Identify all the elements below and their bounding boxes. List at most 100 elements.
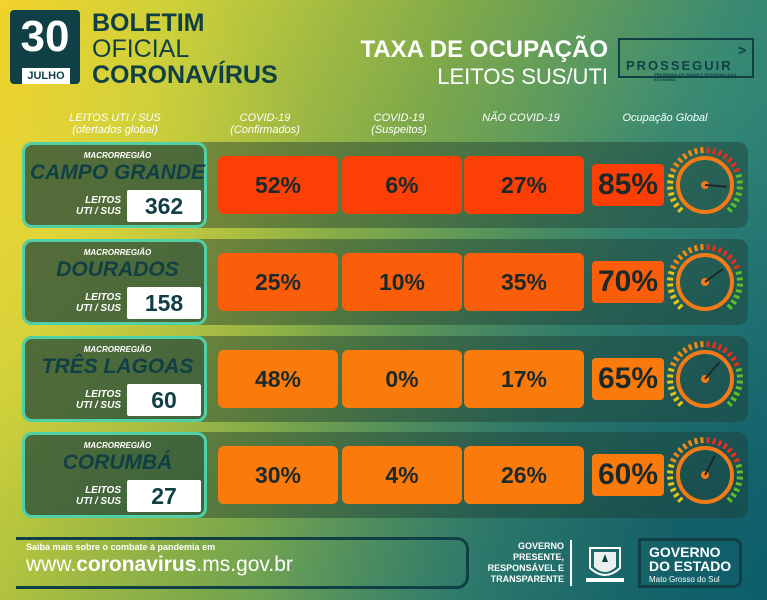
gauge-segment bbox=[736, 470, 743, 474]
gauge-segment bbox=[693, 244, 699, 252]
gauge-segment bbox=[693, 341, 699, 349]
gauge-segment bbox=[730, 355, 737, 362]
gauge-segment bbox=[717, 439, 723, 447]
government-motto: GOVERNO PRESENTE, RESPONSÁVEL E TRANSPAR… bbox=[474, 541, 564, 585]
gauge-segment bbox=[667, 270, 675, 276]
gauge-segment bbox=[681, 250, 688, 257]
gauge-segment bbox=[726, 206, 733, 213]
global-occupancy-value: 65% bbox=[592, 358, 664, 400]
gauge-segment bbox=[717, 246, 723, 254]
gauge-segment bbox=[667, 180, 674, 184]
gauge-ring bbox=[676, 253, 734, 311]
gauge-segment bbox=[669, 487, 677, 493]
gauge-segment bbox=[669, 294, 677, 300]
motto-line-1: GOVERNO bbox=[517, 541, 564, 551]
gauge-segment bbox=[669, 457, 677, 463]
gauge-segment bbox=[693, 147, 699, 155]
gauge-segment bbox=[677, 254, 684, 261]
macro-region-label: MACRORREGIÃO bbox=[83, 151, 152, 160]
col-header-non-covid-title: NÃO COVID-19 bbox=[482, 112, 560, 124]
global-occupancy-value: 70% bbox=[592, 261, 664, 303]
gauge-segment bbox=[677, 157, 684, 164]
gauge-segment bbox=[667, 481, 675, 487]
title-line-1: BOLETIM bbox=[92, 9, 205, 37]
gauge-segment bbox=[667, 374, 674, 378]
suspected-percent: 10% bbox=[342, 253, 462, 311]
confirmed-percent: 30% bbox=[218, 446, 338, 504]
gauge-segment bbox=[677, 447, 684, 454]
beds-label: LEITOS UTI / SUS bbox=[65, 292, 121, 314]
gauge-segment bbox=[706, 341, 710, 348]
url-bold: coronavirus bbox=[76, 553, 197, 576]
gauge-segment bbox=[733, 391, 741, 397]
gauge-segment bbox=[673, 451, 680, 458]
gauge-segment bbox=[677, 206, 684, 213]
region-card: MACRORREGIÃO DOURADOS LEITOS UTI / SUS 15… bbox=[22, 239, 207, 325]
gauge-segment bbox=[667, 470, 674, 474]
region-name: DOURADOS bbox=[56, 258, 179, 281]
gauge-segment bbox=[706, 147, 710, 154]
gauge-segment bbox=[736, 277, 743, 281]
gauge-segment bbox=[733, 457, 741, 463]
gov-line-1: GOVERNO bbox=[649, 544, 721, 560]
arrow-icon: > bbox=[737, 42, 748, 58]
region-name: TRÊS LAGOAS bbox=[41, 355, 194, 378]
gauge-segment bbox=[730, 258, 737, 265]
region-row: MACRORREGIÃO DOURADOS LEITOS UTI / SUS 15… bbox=[22, 239, 748, 325]
gauge-segment bbox=[673, 355, 680, 362]
gauge-segment bbox=[730, 396, 737, 403]
gauge-segment bbox=[733, 487, 741, 493]
gauge-ring bbox=[676, 350, 734, 408]
footer-info-text: Saiba mais sobre o combate à pandemia em bbox=[26, 542, 216, 552]
footer-frame bbox=[16, 537, 469, 589]
gauge-segment bbox=[736, 374, 743, 378]
gauge-segment bbox=[730, 161, 737, 168]
confirmed-percent: 52% bbox=[218, 156, 338, 214]
gauge-segment bbox=[667, 380, 674, 384]
gauge-segment bbox=[717, 149, 723, 157]
beds-count: 60 bbox=[127, 384, 201, 416]
occupancy-gauge-icon bbox=[667, 341, 743, 408]
gauge-segment bbox=[669, 361, 677, 367]
non-covid-percent: 17% bbox=[464, 350, 584, 408]
beds-label: LEITOS UTI / SUS bbox=[65, 195, 121, 217]
beds-label-line-2: UTI / SUS bbox=[75, 303, 121, 314]
gauge-segment bbox=[717, 343, 723, 351]
gauge-segment bbox=[667, 173, 675, 179]
col-header-suspected-title: COVID-19 bbox=[373, 112, 425, 124]
gauge-segment bbox=[681, 347, 688, 354]
occupancy-title-line-1: TAXA DE OCUPAÇÃO bbox=[360, 36, 608, 63]
gauge-needle bbox=[704, 268, 724, 283]
footer-url-link[interactable]: www.coronavirus.ms.gov.br bbox=[26, 553, 293, 577]
gauge-needle bbox=[704, 454, 716, 476]
gauge-segment bbox=[669, 264, 677, 270]
gauge-segment bbox=[667, 191, 675, 197]
gauge-needle bbox=[704, 184, 728, 188]
macro-region-label: MACRORREGIÃO bbox=[83, 248, 152, 257]
macro-region-label: MACRORREGIÃO bbox=[83, 441, 152, 450]
beds-count: 362 bbox=[127, 190, 201, 222]
url-suffix: .ms.gov.br bbox=[196, 553, 293, 576]
gauge-segment bbox=[735, 385, 743, 391]
occupancy-gauge-icon bbox=[667, 147, 743, 214]
gauge-segment bbox=[735, 173, 743, 179]
divider bbox=[570, 540, 572, 586]
region-name: CORUMBÁ bbox=[62, 451, 173, 474]
gauge-segment bbox=[735, 191, 743, 197]
title-line-3: CORONAVÍRUS bbox=[92, 61, 278, 89]
motto-line-4: TRANSPARENTE bbox=[490, 574, 564, 584]
logo-subtitle: PROGRAMA DE SAÚDE E SEGURANÇA DA ECONOMI… bbox=[654, 72, 737, 82]
confirmed-percent: 48% bbox=[218, 350, 338, 408]
occupancy-gauge-icon bbox=[667, 244, 743, 311]
motto-line-3: RESPONSÁVEL E bbox=[487, 563, 564, 573]
region-name: CAMPO GRANDE bbox=[29, 161, 205, 184]
gauge-segment bbox=[667, 288, 675, 294]
beds-label-line-1: LEITOS bbox=[85, 485, 121, 496]
gauge-segment bbox=[706, 244, 710, 251]
col-header-confirmed-title: COVID-19 bbox=[239, 112, 291, 124]
motto-line-2: PRESENTE, bbox=[512, 552, 564, 562]
region-card: MACRORREGIÃO CORUMBÁ LEITOS UTI / SUS 27 bbox=[22, 432, 207, 518]
region-card: MACRORREGIÃO CAMPO GRANDE LEITOS UTI / SU… bbox=[22, 142, 207, 228]
gauge-segment bbox=[733, 294, 741, 300]
gauge-segment bbox=[726, 351, 733, 358]
